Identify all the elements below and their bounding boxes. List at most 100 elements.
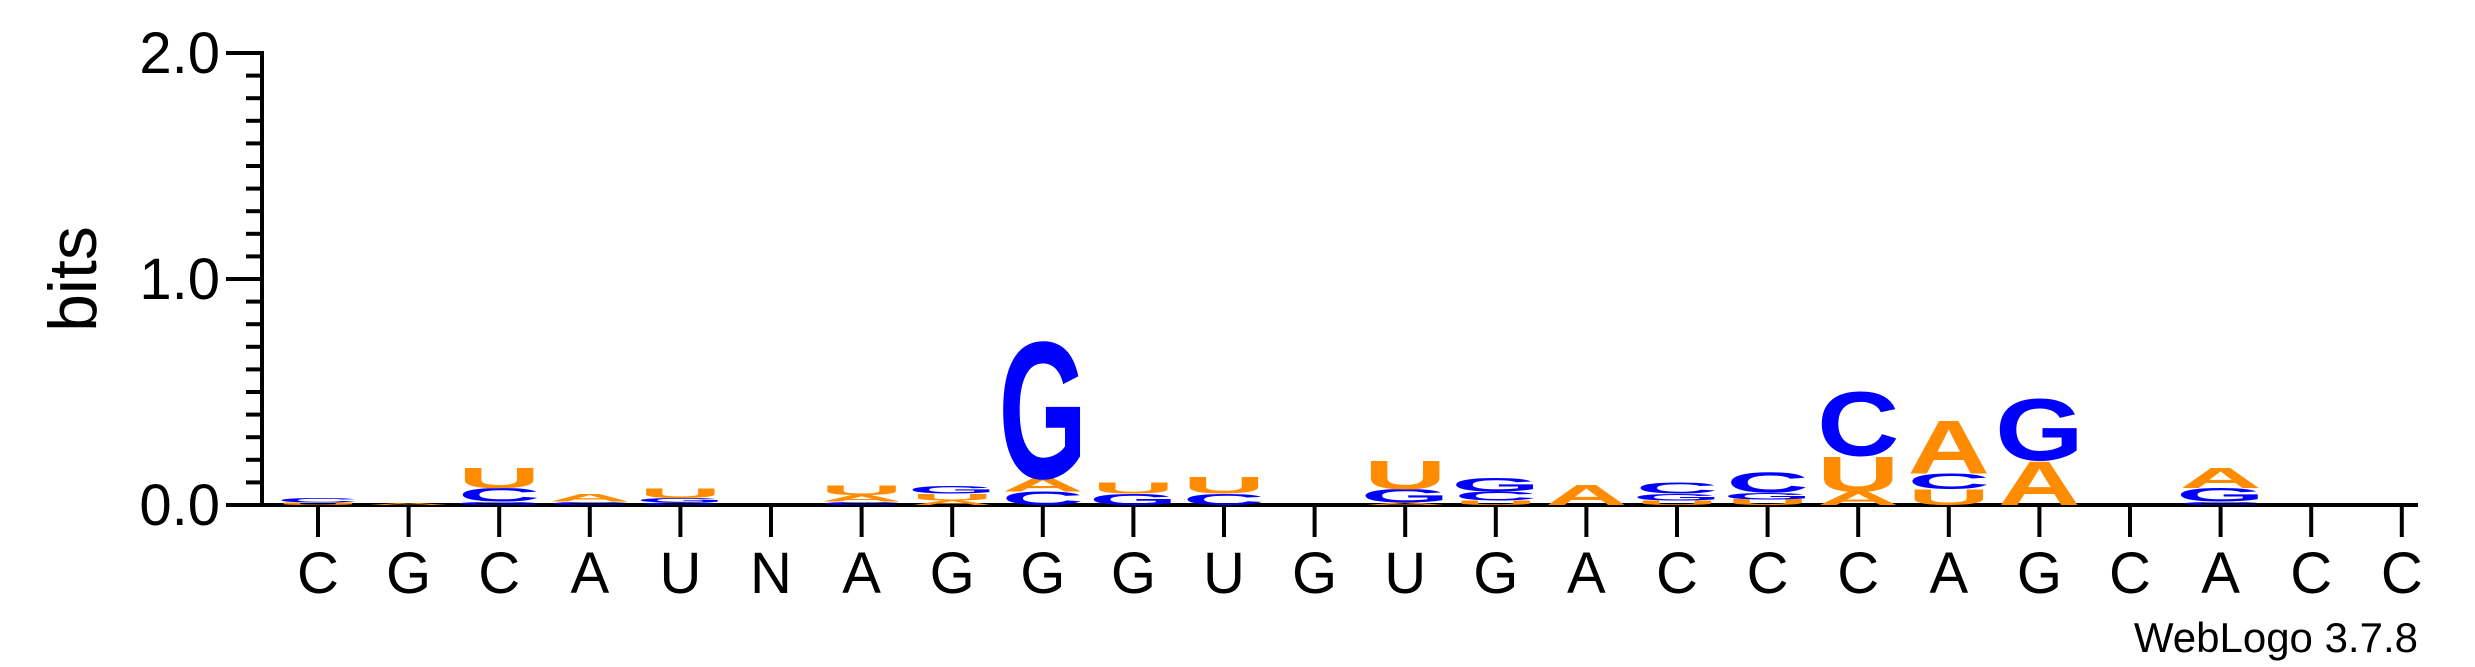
logo-letter-C: C xyxy=(1455,489,1537,503)
logo-letter-U: U xyxy=(1636,499,1718,506)
letter-stack: UC xyxy=(277,497,359,506)
logo-letter-U: U xyxy=(1183,473,1265,499)
logo-letter-G: G xyxy=(1723,491,1812,502)
logo-letter-A: A xyxy=(1545,479,1627,511)
logo-letter-G: G xyxy=(908,484,997,496)
logo-letter-C: C xyxy=(639,502,721,506)
logo-letter-G: G xyxy=(1995,380,2084,479)
x-tick-label: A xyxy=(1929,541,1968,606)
logo-letter-C: C xyxy=(1726,467,1808,499)
weblogo-credit: WebLogo 3.7.8 xyxy=(2134,614,2418,661)
logo-letter-C: C xyxy=(549,501,631,506)
logo-letter-U: U xyxy=(1908,485,1990,510)
x-tick-label: C xyxy=(297,541,339,606)
x-tick-label: G xyxy=(1473,541,1518,606)
logo-letter-U: U xyxy=(639,485,721,501)
logo-letter-U: U xyxy=(820,482,902,498)
letter-stack: GU xyxy=(1089,480,1178,509)
logo-letter-G: G xyxy=(636,497,725,504)
logo-letter-A: A xyxy=(1998,448,2080,519)
logo-letter-C: C xyxy=(2179,501,2261,506)
logo-letter-G: G xyxy=(2176,485,2265,506)
letter-stack: UGC xyxy=(1633,480,1722,507)
logo-letter-U: U xyxy=(1092,480,1174,498)
logo-letter-G: G xyxy=(455,501,544,506)
x-tick-label: A xyxy=(842,541,881,606)
logo-letter-C: C xyxy=(1183,491,1265,509)
letter-stack: A xyxy=(1545,479,1627,511)
letter-stack: AUG xyxy=(908,484,997,507)
x-tick-label: A xyxy=(570,541,609,606)
x-tick-label: G xyxy=(1292,541,1337,606)
letter-stack: GCU xyxy=(455,462,544,506)
x-tick-label: U xyxy=(1203,541,1245,606)
x-tick-label: G xyxy=(386,541,431,606)
x-tick-label: C xyxy=(2290,541,2332,606)
logo-letter-U: U xyxy=(911,492,993,503)
logo-letter-A: A xyxy=(911,499,993,506)
letter-stack: UCG xyxy=(1452,475,1541,507)
logo-letter-C: C xyxy=(1002,488,1084,509)
y-tick-label: 0.0 xyxy=(139,473,220,538)
letter-stack: UGC xyxy=(1723,467,1812,507)
letter-stack: CU xyxy=(1183,473,1265,509)
logo-letter-A: A xyxy=(1364,502,1446,506)
logo-letter-C: C xyxy=(1908,470,1990,495)
logo-letter-C: C xyxy=(1817,372,1899,475)
x-tick-label: G xyxy=(1111,541,1156,606)
y-axis: 0.0 1.0 2.0 xyxy=(139,21,264,538)
logo-letter-U: U xyxy=(458,462,540,494)
x-tick-label: A xyxy=(1567,541,1606,606)
logo-letter-U: U xyxy=(1817,446,1899,503)
x-tick-label: C xyxy=(2381,541,2423,606)
logo-letter-U: U xyxy=(277,502,359,506)
x-tick-label: G xyxy=(1020,541,1065,606)
y-axis-label: bits xyxy=(35,226,111,332)
logo-letter-A: A xyxy=(820,493,902,504)
logo-letter-A: A xyxy=(1817,488,1899,509)
letter-stack: AG xyxy=(1995,380,2084,519)
x-tick-label: G xyxy=(2017,541,2062,606)
x-tick-label: A xyxy=(2201,541,2240,606)
x-tick-label: C xyxy=(1747,541,1789,606)
logo-letter-G: G xyxy=(1361,486,1450,507)
letter-stack: CGU xyxy=(636,485,725,506)
x-tick-label: U xyxy=(659,541,701,606)
logo-letter-C: C xyxy=(458,485,540,506)
letter-stack: AUC xyxy=(1817,372,1899,509)
logo-letter-G: G xyxy=(999,301,1088,520)
logo-letter-A: A xyxy=(549,492,631,504)
logo-letter-A: A xyxy=(1002,475,1084,496)
logo-letter-G: G xyxy=(1633,492,1722,503)
logo-letter-A: A xyxy=(367,503,449,506)
x-tick-label: G xyxy=(930,541,975,606)
logo-letter-G: G xyxy=(1089,491,1178,509)
x-tick-label: C xyxy=(2109,541,2151,606)
letter-stack: CGA xyxy=(2176,462,2265,506)
letter-stack: AGU xyxy=(1361,453,1450,507)
letter-stack: A xyxy=(367,503,449,506)
letter-stack: UCA xyxy=(1908,405,1990,510)
logo-letter-U: U xyxy=(1726,498,1808,507)
letter-stack: CA xyxy=(549,492,631,506)
x-tick-label: U xyxy=(1384,541,1426,606)
x-tick-label: C xyxy=(478,541,520,606)
logo-letter-C: C xyxy=(820,501,902,506)
logo-letter-A: A xyxy=(2179,462,2261,494)
logo-letter-G: G xyxy=(1452,475,1541,496)
logo-letter-U: U xyxy=(1455,499,1537,506)
logo-letter-C: C xyxy=(277,497,359,504)
x-tick-label: N xyxy=(750,541,792,606)
y-tick-label: 1.0 xyxy=(139,247,220,312)
logo-letter-A: A xyxy=(1908,405,1990,490)
letter-stack: CAU xyxy=(820,482,902,506)
letter-stack: CAG xyxy=(999,301,1088,520)
logo-letter-U: U xyxy=(1364,453,1446,499)
y-tick-label: 2.0 xyxy=(139,21,220,86)
x-tick-label: C xyxy=(1837,541,1879,606)
x-tick-label: C xyxy=(1656,541,1698,606)
